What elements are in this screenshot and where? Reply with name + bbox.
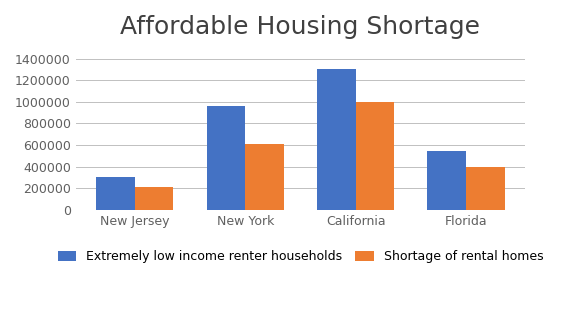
Bar <box>428 151 466 210</box>
Bar <box>96 177 135 210</box>
Bar <box>135 187 173 210</box>
Bar <box>356 102 394 210</box>
Bar <box>317 70 356 210</box>
Bar <box>207 106 245 210</box>
Bar <box>245 144 284 210</box>
Title: Affordable Housing Shortage: Affordable Housing Shortage <box>120 15 481 39</box>
Legend: Extremely low income renter households, Shortage of rental homes: Extremely low income renter households, … <box>53 245 548 268</box>
Bar <box>466 166 505 210</box>
